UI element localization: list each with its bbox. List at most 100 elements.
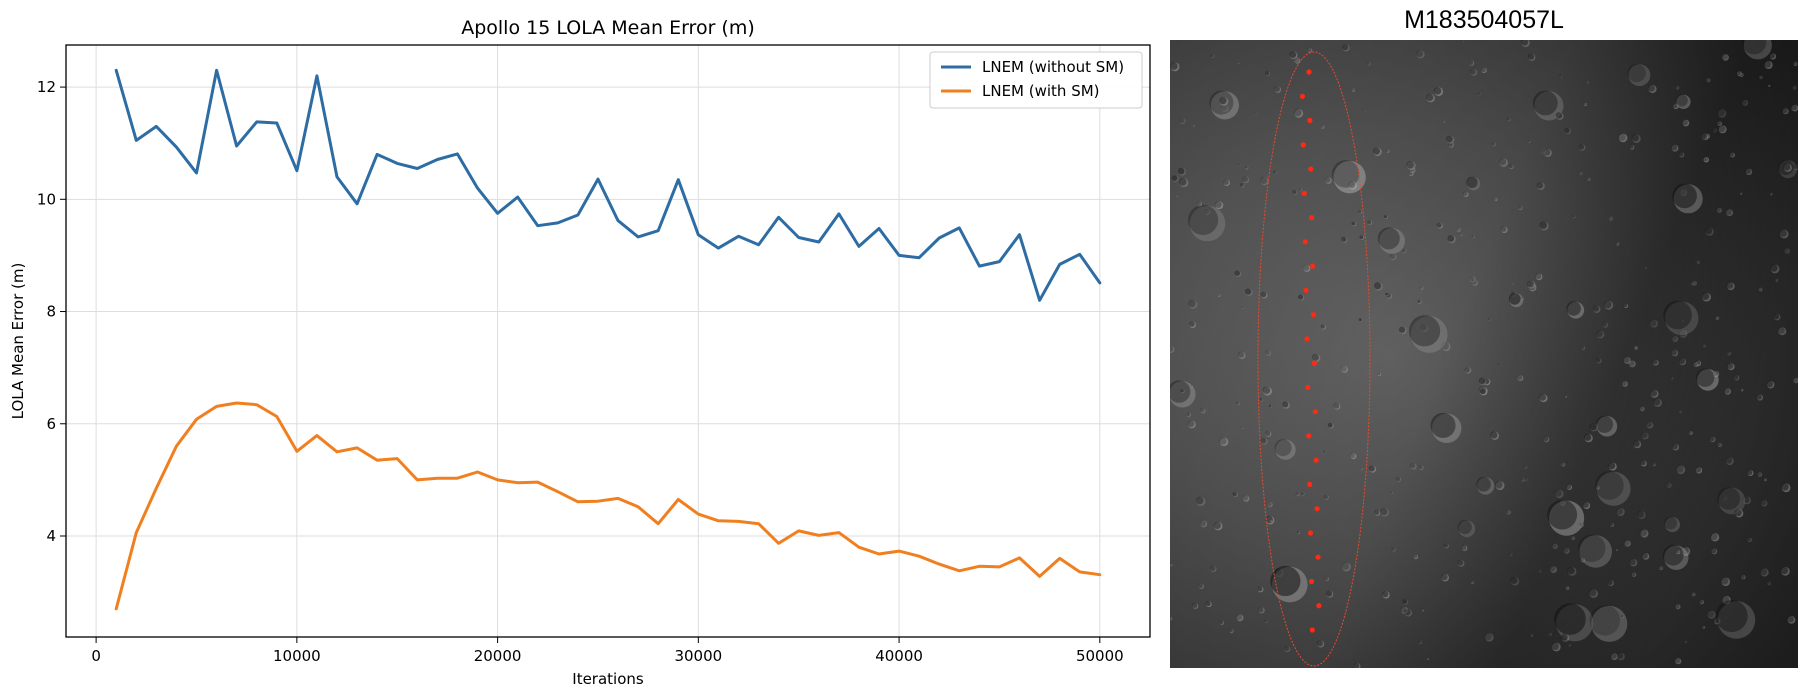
crater [1469, 276, 1475, 282]
legend-label-with-sm: LNEM (with SM) [982, 82, 1100, 100]
crater-rim [1616, 242, 1620, 246]
crater [1521, 478, 1524, 481]
crater-rim [1292, 190, 1298, 195]
crater-rim [1779, 229, 1789, 239]
crater [1351, 221, 1356, 226]
crater-rim [1446, 136, 1455, 144]
crater [1727, 363, 1734, 369]
crater [1711, 548, 1716, 554]
crater [1633, 440, 1640, 447]
series-line-with-sm [114, 401, 1102, 611]
crater [1358, 210, 1362, 214]
crater [1580, 557, 1585, 562]
crater-rim [1703, 156, 1709, 163]
crater-rim [1561, 462, 1566, 467]
crater [1767, 581, 1771, 585]
crater-rim [1718, 125, 1727, 134]
crater [1402, 599, 1408, 604]
crater [1488, 317, 1491, 320]
crater [1747, 469, 1753, 475]
crater-rim [1170, 616, 1173, 621]
crater-rim [1709, 436, 1716, 443]
crater-rim [1580, 558, 1586, 563]
crater-rim [1179, 178, 1189, 188]
crater [1471, 279, 1477, 285]
crater-rim [1691, 592, 1696, 597]
crater [1406, 160, 1414, 169]
crater-rim [1469, 60, 1475, 66]
crater [1377, 227, 1400, 250]
crater-rim [1325, 177, 1332, 184]
crater [1691, 592, 1695, 596]
crater [1589, 423, 1597, 431]
crater [1528, 283, 1536, 290]
crater-rim [1317, 640, 1325, 648]
crater [1692, 280, 1696, 285]
chart-title: Apollo 15 LOLA Mean Error (m) [461, 17, 755, 39]
crater [1567, 566, 1575, 575]
crater [1720, 577, 1729, 585]
crater-rim [1742, 99, 1749, 106]
crater [1767, 84, 1770, 87]
crater [1518, 205, 1522, 210]
crater-rim [1579, 171, 1583, 175]
crater-rim [1670, 376, 1674, 380]
crater-rim [1232, 492, 1238, 498]
crater [1727, 351, 1731, 355]
crater [1623, 303, 1628, 308]
lola-track-markers [1299, 69, 1322, 633]
crater [1441, 573, 1448, 581]
crater [1702, 625, 1705, 629]
crater [1418, 465, 1423, 470]
crater-rim [1467, 177, 1481, 191]
crater [1240, 426, 1243, 429]
crater [1592, 305, 1599, 312]
y-tick-label: 6 [46, 415, 56, 433]
crater [1245, 288, 1252, 295]
crater-rim [1640, 406, 1645, 412]
crater [1484, 633, 1492, 641]
y-axis-ticks: 4 6 8 10 12 [37, 78, 66, 545]
crater [1323, 495, 1328, 499]
crater-rim [1596, 471, 1631, 506]
crater [1401, 237, 1403, 239]
crater [1242, 495, 1249, 501]
crater-rim [1543, 436, 1550, 443]
crater-rim [1682, 119, 1690, 127]
crater [1559, 74, 1562, 78]
crater-rim [1236, 401, 1240, 406]
crater-rim [1567, 301, 1585, 319]
crater [1274, 439, 1292, 457]
crater-rim [1602, 322, 1609, 328]
crater [1664, 516, 1677, 530]
crater [1608, 462, 1616, 470]
crater-rim [1689, 431, 1693, 435]
track-marker [1299, 93, 1306, 99]
track-marker [1306, 69, 1312, 75]
crater-rim [1740, 192, 1743, 195]
x-tick-label: 20000 [474, 647, 522, 665]
crater [1639, 406, 1644, 411]
crater [1627, 63, 1646, 83]
crater-rim [1377, 372, 1382, 377]
crater [1784, 248, 1789, 253]
crater [1610, 653, 1617, 659]
crater-rim [1756, 394, 1764, 401]
crater [1726, 282, 1734, 289]
crater-rim [1426, 94, 1435, 103]
crater [1517, 375, 1523, 380]
crater-rim [1192, 124, 1195, 128]
crater [1204, 209, 1210, 215]
crater [1433, 87, 1442, 95]
crater [1610, 523, 1614, 527]
crater-rim [1518, 205, 1523, 210]
crater [1589, 605, 1621, 636]
crater-rim [1461, 40, 1465, 43]
crater [1596, 330, 1603, 338]
crater [1722, 495, 1726, 500]
crater [1699, 599, 1703, 604]
crater [1350, 453, 1356, 459]
crater [1236, 614, 1243, 621]
crater-rim [1366, 62, 1371, 66]
crater [1672, 183, 1697, 209]
